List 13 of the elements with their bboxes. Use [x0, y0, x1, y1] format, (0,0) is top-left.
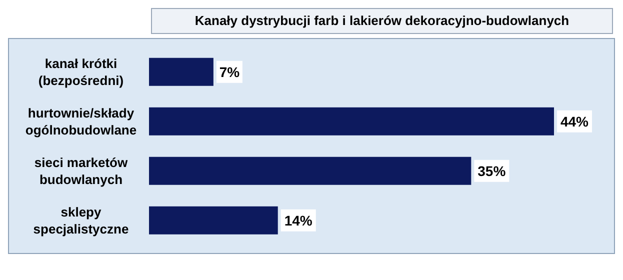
data-label: 7% — [219, 64, 240, 80]
bar — [149, 156, 472, 185]
data-label: 14% — [284, 212, 313, 228]
chart-title: Kanały dystrybucji farb i lakierów dekoracyjno-budowlanych — [151, 8, 613, 34]
bar — [149, 58, 214, 86]
category-label: kanał krótki (bezpośredni) — [38, 56, 124, 88]
category-label: sieci marketów budowlanych — [34, 154, 128, 187]
data-label: 44% — [560, 113, 590, 130]
bar — [149, 107, 554, 136]
bar — [149, 206, 278, 234]
category-label: sklepy specjalistyczne — [33, 204, 129, 236]
data-label: 35% — [478, 162, 506, 179]
category-label: hurtownie/składy ogólnobudowlane — [25, 105, 137, 138]
